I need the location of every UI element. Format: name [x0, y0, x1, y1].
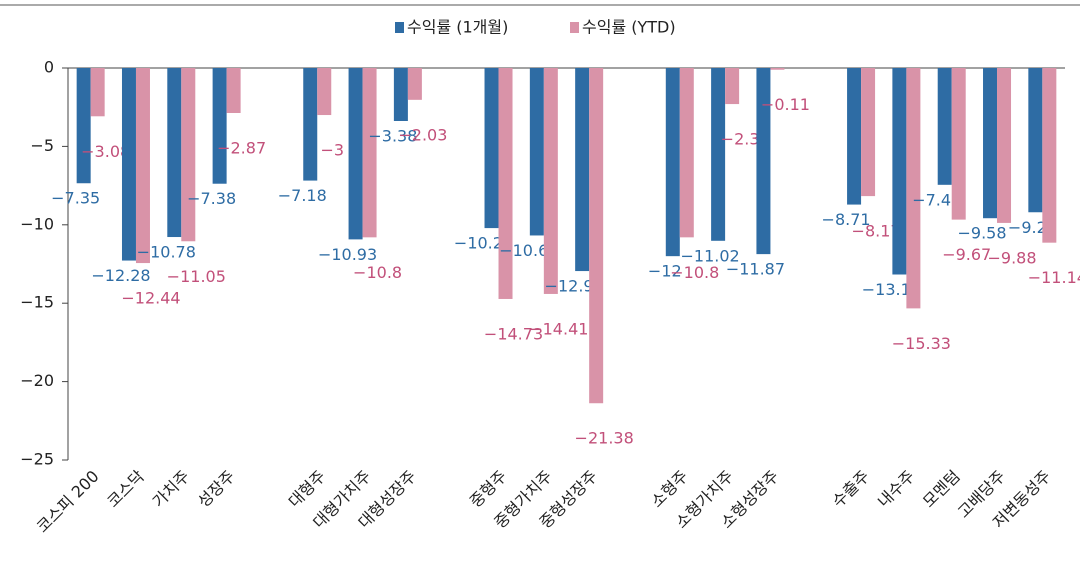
value-label: −9.58 — [958, 224, 1007, 243]
value-label: −10.93 — [318, 245, 377, 264]
value-label: −14.41 — [529, 319, 588, 338]
bar — [906, 68, 921, 309]
value-label: −7.45 — [912, 190, 961, 209]
bar — [543, 68, 558, 294]
value-label: −14.73 — [484, 324, 543, 343]
x-tick-label: 코스피 200 — [33, 467, 103, 537]
bar — [983, 68, 998, 219]
bar — [892, 68, 907, 275]
value-label: −3.08 — [81, 142, 130, 161]
value-label: −3.38 — [368, 126, 417, 145]
legend-swatch — [570, 22, 579, 33]
bar — [725, 68, 740, 105]
bar — [90, 68, 105, 117]
value-label: −7.38 — [187, 189, 236, 208]
value-label: −10.21 — [454, 234, 513, 253]
x-tick-label: 내수주 — [874, 467, 919, 512]
value-label: −15.33 — [892, 334, 951, 353]
bar — [181, 68, 196, 242]
bar — [348, 68, 363, 240]
legend-label: 수익률 (1개월) — [407, 18, 508, 37]
y-tick-label: −5 — [30, 136, 54, 155]
value-label: −11.14 — [1028, 268, 1080, 287]
x-tick-label: 가치주 — [149, 467, 194, 512]
value-label: −3 — [320, 141, 344, 160]
bar — [529, 68, 544, 236]
value-label: −7.18 — [278, 186, 327, 205]
value-label: −12.28 — [91, 266, 150, 285]
bar — [135, 68, 150, 264]
bar — [317, 68, 332, 116]
bar — [1042, 68, 1057, 243]
bar — [589, 68, 604, 404]
value-label: −9.2 — [1008, 218, 1047, 237]
legend-label: 수익률 (YTD) — [582, 18, 676, 37]
x-tick-label: 성장주 — [194, 467, 239, 512]
bar — [937, 68, 952, 185]
x-tick-label: 수출주 — [828, 467, 873, 512]
bar — [997, 68, 1012, 223]
bar — [861, 68, 876, 197]
bar — [951, 68, 966, 220]
value-label: −13.17 — [862, 280, 921, 299]
value-label: −21.38 — [575, 429, 634, 448]
value-label: −8.71 — [822, 210, 871, 229]
bar — [393, 68, 408, 121]
value-label: −10.78 — [137, 243, 196, 262]
value-label: −7.35 — [51, 189, 100, 208]
value-label: −11.87 — [726, 260, 785, 279]
value-label: −10.8 — [353, 263, 402, 282]
bar — [498, 68, 513, 299]
y-tick-label: −25 — [20, 450, 54, 469]
bar — [679, 68, 694, 238]
bar — [121, 68, 136, 261]
bar — [303, 68, 318, 181]
value-label: −12 — [648, 262, 682, 281]
value-label: −12.44 — [121, 289, 180, 308]
value-label: −9.88 — [988, 248, 1037, 267]
value-label: −12.95 — [545, 277, 604, 296]
bar — [665, 68, 680, 257]
y-tick-label: −10 — [20, 214, 54, 233]
value-label: −10.68 — [499, 241, 558, 260]
bar — [212, 68, 227, 184]
bar — [575, 68, 590, 272]
bar — [226, 68, 241, 114]
bar — [167, 68, 182, 238]
value-label: −11.05 — [167, 267, 226, 286]
y-tick-label: −20 — [20, 371, 54, 390]
y-tick-label: 0 — [44, 58, 54, 77]
bar — [847, 68, 862, 205]
legend-swatch — [395, 22, 404, 33]
bar — [770, 68, 785, 70]
value-label: −8.17 — [852, 222, 901, 241]
value-label: −0.11 — [761, 95, 810, 114]
bar — [711, 68, 726, 241]
value-label: −11.02 — [681, 246, 740, 265]
value-label: −10.8 — [670, 263, 719, 282]
value-label: −9.67 — [942, 245, 991, 264]
bar — [76, 68, 91, 184]
bar — [362, 68, 377, 238]
bar — [756, 68, 771, 255]
value-label: −2.87 — [217, 139, 266, 158]
bar — [484, 68, 499, 229]
bar — [1028, 68, 1043, 213]
bar — [407, 68, 422, 100]
value-label: −2.3 — [721, 130, 760, 149]
value-label: −2.03 — [398, 125, 447, 144]
x-tick-label: 코스닥 — [103, 466, 148, 511]
y-tick-label: −15 — [20, 293, 54, 312]
